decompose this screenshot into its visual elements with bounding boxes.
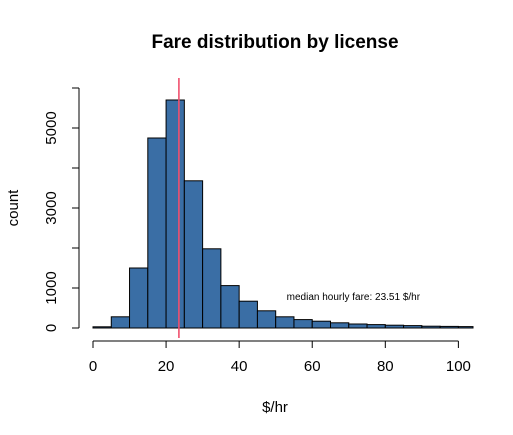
- histogram-bar: [311, 320, 332, 329]
- y-tick-label: 0: [43, 324, 60, 332]
- histogram-bar: [238, 300, 258, 329]
- histogram-bar: [256, 310, 277, 329]
- x-tick-label: 0: [89, 358, 97, 375]
- y-tick-label: 5000: [43, 111, 60, 144]
- y-tick-label: 1000: [43, 271, 60, 304]
- histogram-bar: [129, 267, 149, 329]
- histogram-bar: [110, 316, 131, 329]
- y-axis: 0 1000 3000 5000: [43, 87, 80, 332]
- histogram-bar: [421, 325, 441, 329]
- histogram-bar: [165, 99, 185, 329]
- histogram-bar: [457, 326, 474, 329]
- chart-title: Fare distribution by license: [151, 32, 398, 53]
- histogram-bar: [147, 137, 167, 329]
- histogram-bars: [92, 99, 474, 329]
- histogram-bar: [275, 316, 295, 329]
- histogram-bar: [348, 323, 368, 329]
- x-axis: 0 20 40 60 80 100: [89, 340, 471, 375]
- x-tick-label: 20: [158, 358, 175, 375]
- histogram-bar: [202, 248, 222, 329]
- x-tick-label: 100: [446, 358, 471, 375]
- histogram-bar: [92, 326, 112, 329]
- x-tick-label: 80: [377, 358, 394, 375]
- histogram-bar: [403, 325, 423, 329]
- y-tick-label: 3000: [43, 191, 60, 224]
- histogram-bar: [183, 180, 204, 329]
- histogram-bar: [384, 324, 405, 329]
- histogram-bar: [366, 324, 386, 329]
- x-axis-label: $/hr: [262, 399, 288, 416]
- x-tick-label: 60: [304, 358, 321, 375]
- histogram-bar: [330, 322, 350, 329]
- histogram-bar: [293, 319, 313, 329]
- x-tick-label: 40: [231, 358, 248, 375]
- y-axis-label: count: [5, 189, 22, 227]
- histogram-bar: [439, 325, 459, 329]
- histogram-bar: [220, 285, 240, 329]
- median-annotation: median hourly fare: 23.51 $/hr: [287, 292, 421, 303]
